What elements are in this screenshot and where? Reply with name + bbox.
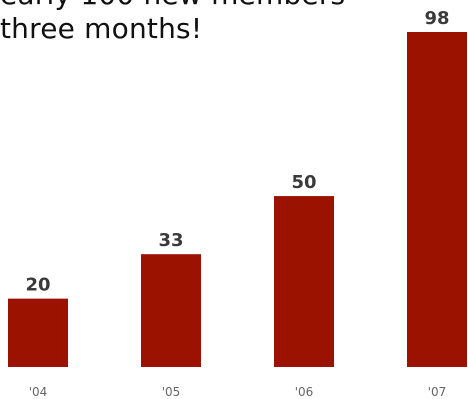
x-tick-label-0: '04 bbox=[29, 385, 48, 399]
bar-3 bbox=[407, 32, 467, 367]
x-tick-label-1: '05 bbox=[162, 385, 181, 399]
x-tick-label-3: '07 bbox=[428, 385, 447, 399]
bar-1 bbox=[141, 254, 201, 367]
bar-series bbox=[8, 32, 467, 367]
slide-title-line-1: early 100 new members bbox=[0, 0, 345, 11]
value-labels: 20 33 50 98 bbox=[25, 8, 449, 296]
bar-value-label-0: 20 bbox=[25, 275, 50, 296]
bar-2 bbox=[274, 196, 334, 367]
x-tick-label-2: '06 bbox=[295, 385, 314, 399]
bar-value-label-1: 33 bbox=[158, 230, 183, 251]
x-axis-tick-labels: '04 '05 '06 '07 bbox=[29, 385, 447, 399]
bar-value-label-2: 50 bbox=[291, 172, 316, 193]
bar-0 bbox=[8, 298, 68, 367]
bar-value-label-3: 98 bbox=[424, 8, 449, 29]
slide-title-line-2: three months! bbox=[0, 12, 203, 45]
